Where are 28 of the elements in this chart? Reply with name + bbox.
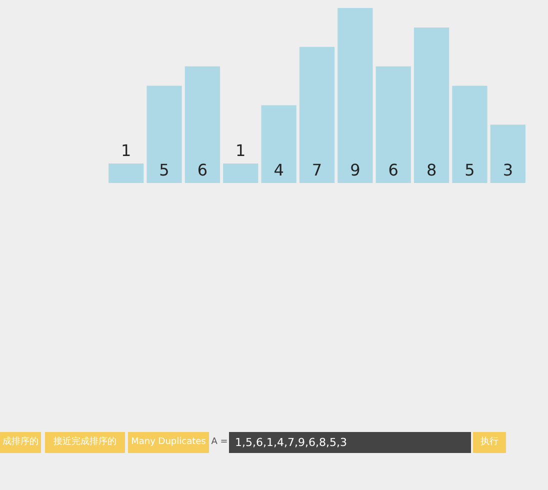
bar [223, 164, 258, 183]
button: 接近完成排序的 [45, 432, 125, 453]
data-label: 7 [312, 160, 322, 180]
bar [184, 66, 220, 183]
button: 执行 [473, 432, 506, 453]
data-label: 5 [464, 160, 475, 180]
data-label: 1 [236, 141, 246, 160]
data-label: 1 [120, 141, 132, 160]
bar [376, 66, 411, 183]
bar [108, 164, 144, 183]
text-field: 1,5,6,1,4,7,9,6,8,5,3 [229, 432, 471, 453]
bar [452, 86, 488, 183]
bar [490, 124, 526, 183]
button: 成排序的 [0, 432, 41, 453]
data-label: 9 [350, 160, 360, 180]
bar [299, 46, 335, 183]
data-label: 6 [388, 160, 398, 180]
data-label: 5 [159, 160, 170, 180]
data-label: 8 [426, 160, 437, 180]
bar [261, 105, 296, 183]
button: Many Duplicates [128, 432, 209, 453]
bar [414, 27, 450, 183]
text: A = [210, 436, 229, 449]
bar [338, 8, 373, 183]
bar [146, 86, 182, 183]
data-label: 3 [502, 160, 514, 180]
data-label: 4 [274, 160, 284, 180]
data-label: 6 [197, 160, 208, 180]
